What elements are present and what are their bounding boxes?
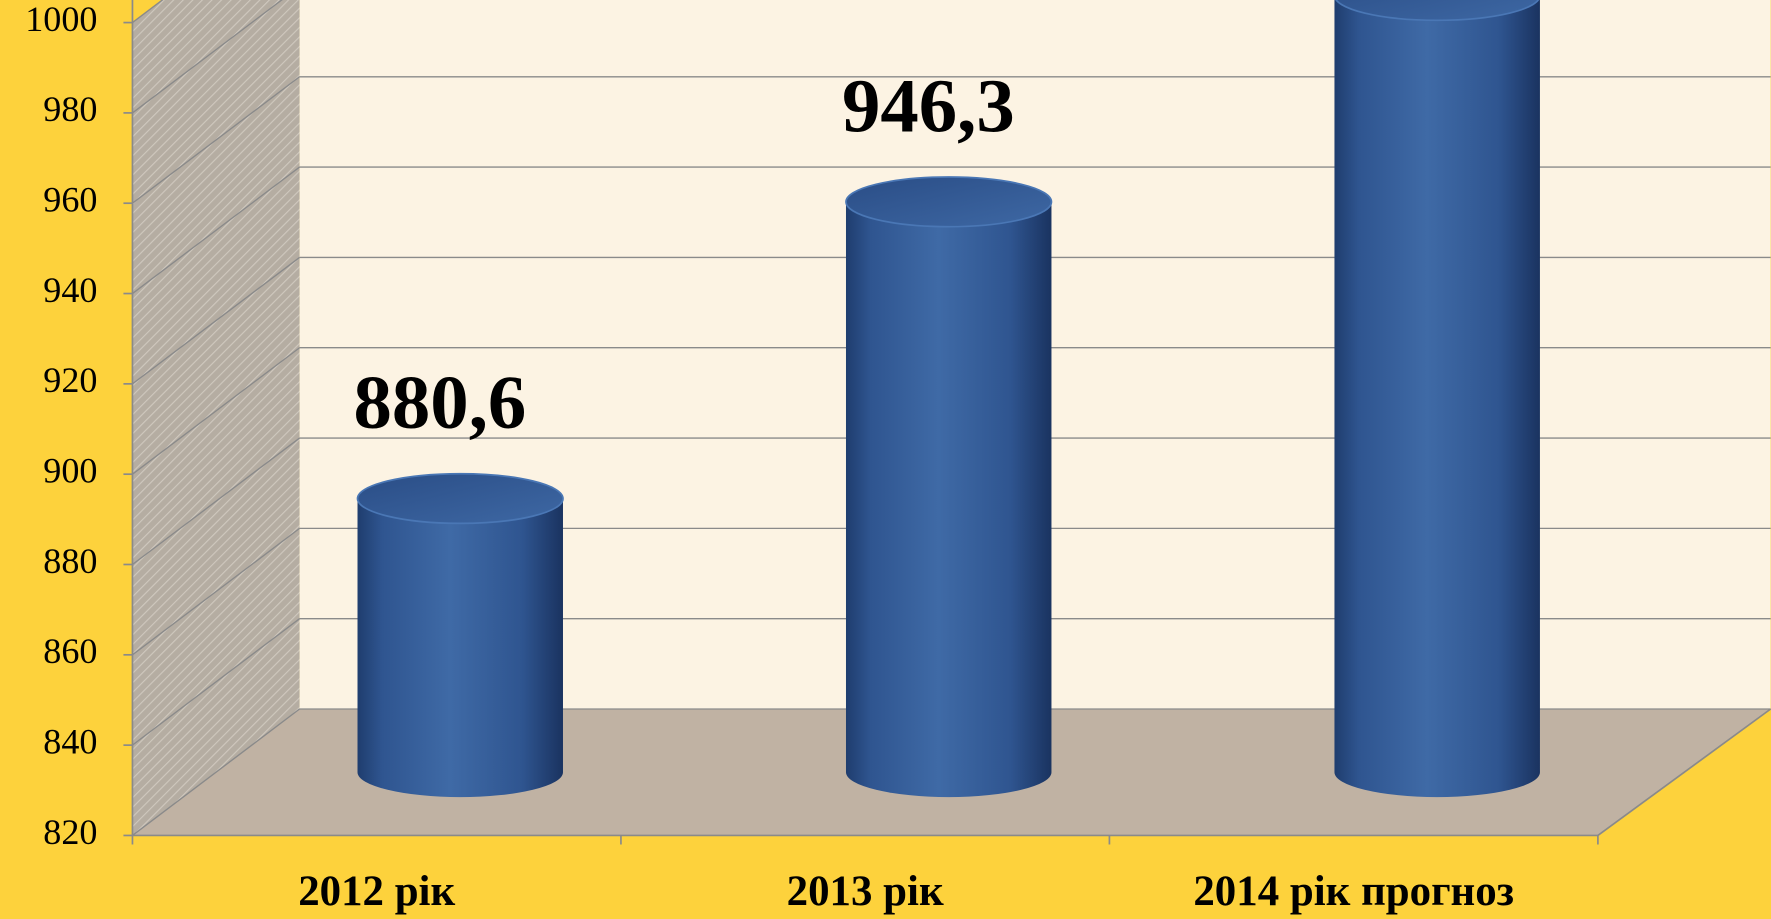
grid-line (132, 347, 300, 475)
grid-line (132, 256, 300, 385)
bar-body (845, 201, 1052, 798)
y-tick-label: 980 (43, 89, 97, 129)
bar-body (357, 498, 563, 798)
y-tick-label: 840 (43, 721, 97, 761)
bar (1334, 0, 1540, 798)
y-tick-label: 820 (43, 812, 97, 852)
grid-line (132, 0, 164, 24)
grid-line (132, 76, 300, 204)
bar-body (1334, 0, 1540, 798)
grid-line (132, 437, 300, 566)
y-tick-label: 860 (43, 631, 97, 671)
x-tick-label: 2013 рік (787, 868, 944, 915)
y-tick-label: 880 (43, 541, 97, 581)
grid-line (132, 708, 300, 836)
value-label: 946,3 (842, 63, 1015, 148)
grid-line (132, 618, 300, 746)
y-tick-label: 900 (43, 450, 97, 490)
y-tick-label: 920 (43, 360, 97, 400)
floor-edge (1597, 708, 1771, 837)
y-tick-label: 1000 (25, 0, 97, 39)
bar-top (1335, 0, 1540, 22)
value-label: 880,6 (354, 360, 527, 445)
x-tick-label: 2014 рік прогноз (1193, 868, 1514, 915)
grid-line (132, 166, 300, 295)
bar (356, 472, 564, 798)
grid-line (132, 0, 283, 114)
side-wall (132, 0, 300, 836)
bar-top (845, 176, 1053, 228)
y-tick-label: 960 (43, 180, 97, 220)
x-tick-label: 2012 рік (298, 868, 455, 915)
y-tick-label: 940 (43, 270, 97, 310)
grid-line (132, 527, 300, 656)
bar-top (356, 472, 564, 525)
bar (845, 176, 1053, 798)
